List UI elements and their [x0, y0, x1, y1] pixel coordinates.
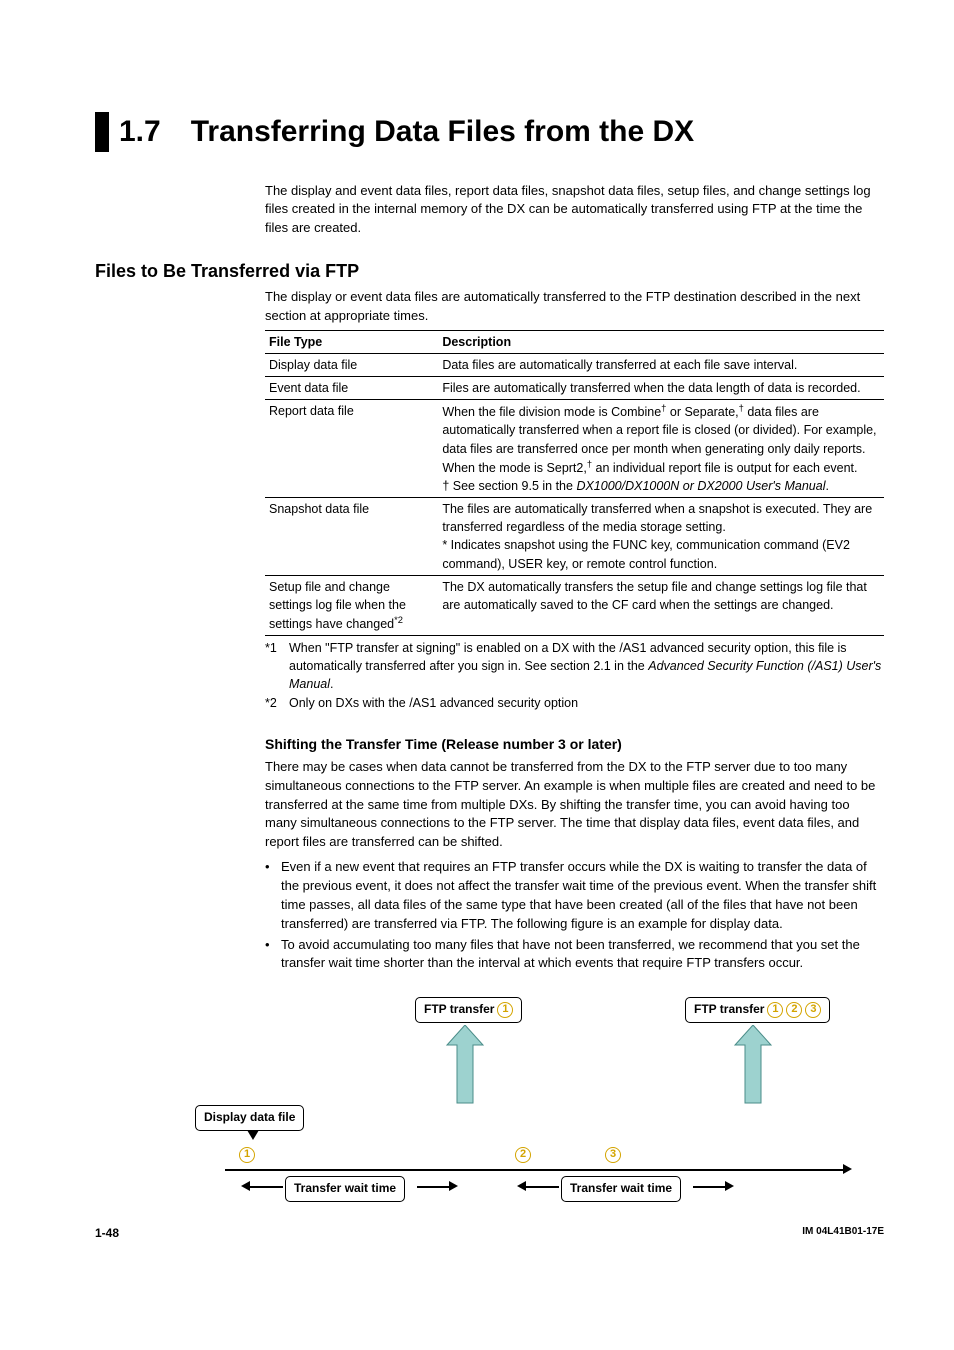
arrow-right-icon	[725, 1181, 734, 1191]
footnote-text: Only on DXs with the /AS1 advanced secur…	[289, 694, 884, 712]
ftp-label: FTP transfer	[694, 1001, 764, 1018]
bullet-list: •Even if a new event that requires an FT…	[265, 858, 884, 973]
cell-filetype: Display data file	[265, 353, 438, 376]
wait-time-box: Transfer wait time	[561, 1176, 681, 1201]
table-row: Event data fileFiles are automatically t…	[265, 377, 884, 400]
circle-number: 2	[786, 1002, 802, 1018]
bullet-text: Even if a new event that requires an FTP…	[281, 858, 884, 933]
subsection-lead: The display or event data files are auto…	[265, 288, 884, 326]
list-item: •To avoid accumulating too many files th…	[265, 936, 884, 974]
circle-number: 3	[605, 1147, 621, 1163]
cell-filetype: Report data file	[265, 400, 438, 498]
footnote-text: When "FTP transfer at signing" is enable…	[289, 639, 884, 693]
ftp-label: FTP transfer	[424, 1001, 494, 1018]
file-type-table: File Type Description Display data fileD…	[265, 330, 884, 636]
timeline	[225, 1169, 845, 1171]
cell-filetype: Snapshot data file	[265, 498, 438, 576]
bullet-dot: •	[265, 858, 281, 933]
footnote-key: *2	[265, 694, 289, 712]
cell-description: The files are automatically transferred …	[438, 498, 884, 576]
circle-number: 1	[767, 1002, 783, 1018]
heading-bar	[95, 112, 109, 152]
page-footer: 1-48 IM 04L41B01-17E	[95, 1225, 884, 1242]
cell-filetype: Setup file and change settings log file …	[265, 575, 438, 636]
circle-number: 3	[805, 1002, 821, 1018]
section-heading: 1.7 Transferring Data Files from the DX	[95, 110, 884, 154]
wait-time-box: Transfer wait time	[285, 1176, 405, 1201]
cell-description: Data files are automatically transferred…	[438, 353, 884, 376]
heading-title: Transferring Data Files from the DX	[191, 110, 694, 154]
footnote-key: *1	[265, 639, 289, 693]
circle-number: 2	[515, 1147, 531, 1163]
wait-line	[693, 1186, 727, 1188]
page-number: 1-48	[95, 1225, 119, 1242]
circle-number: 1	[239, 1147, 255, 1163]
table-row: Setup file and change settings log file …	[265, 575, 884, 636]
cell-description: Files are automatically transferred when…	[438, 377, 884, 400]
subsection-title-ftp: Files to Be Transferred via FTP	[95, 258, 884, 284]
display-data-label: Display data file	[204, 1109, 295, 1126]
subsection-title-shift: Shifting the Transfer Time (Release numb…	[265, 734, 884, 754]
bullet-text: To avoid accumulating too many files tha…	[281, 936, 884, 974]
table-row: Report data fileWhen the file division m…	[265, 400, 884, 498]
arrow-up-icon	[733, 1025, 773, 1105]
bullet-dot: •	[265, 936, 281, 974]
shift-paragraph: There may be cases when data cannot be t…	[265, 758, 884, 852]
display-data-box: Display data file	[195, 1105, 304, 1130]
table-header-row: File Type Description	[265, 330, 884, 353]
wait-line	[525, 1186, 559, 1188]
wait-line	[417, 1186, 451, 1188]
footnote: *2Only on DXs with the /AS1 advanced sec…	[265, 694, 884, 712]
ftp-transfer-box-right: FTP transfer 1 2 3	[685, 997, 830, 1022]
cell-filetype: Event data file	[265, 377, 438, 400]
table-row: Display data fileData files are automati…	[265, 353, 884, 376]
wait-line	[249, 1186, 283, 1188]
wait-label: Transfer wait time	[294, 1180, 396, 1197]
cell-description: When the file division mode is Combine† …	[438, 400, 884, 498]
arrow-up-icon	[445, 1025, 485, 1105]
list-item: •Even if a new event that requires an FT…	[265, 858, 884, 933]
footnotes: *1When "FTP transfer at signing" is enab…	[265, 639, 884, 712]
intro-paragraph: The display and event data files, report…	[265, 182, 884, 239]
transfer-diagram: FTP transfer 1 FTP transfer 1 2 3 Displa…	[265, 997, 884, 1207]
ftp-transfer-box-left: FTP transfer 1	[415, 997, 522, 1022]
circle-number: 1	[497, 1002, 513, 1018]
col-header: Description	[438, 330, 884, 353]
cell-description: The DX automatically transfers the setup…	[438, 575, 884, 636]
col-header: File Type	[265, 330, 438, 353]
doc-id: IM 04L41B01-17E	[802, 1225, 884, 1242]
arrow-right-icon	[843, 1164, 852, 1174]
wait-label: Transfer wait time	[570, 1180, 672, 1197]
triangle-down-icon	[247, 1130, 259, 1140]
footnote: *1When "FTP transfer at signing" is enab…	[265, 639, 884, 693]
heading-number: 1.7	[119, 110, 161, 154]
table-row: Snapshot data fileThe files are automati…	[265, 498, 884, 576]
arrow-right-icon	[449, 1181, 458, 1191]
